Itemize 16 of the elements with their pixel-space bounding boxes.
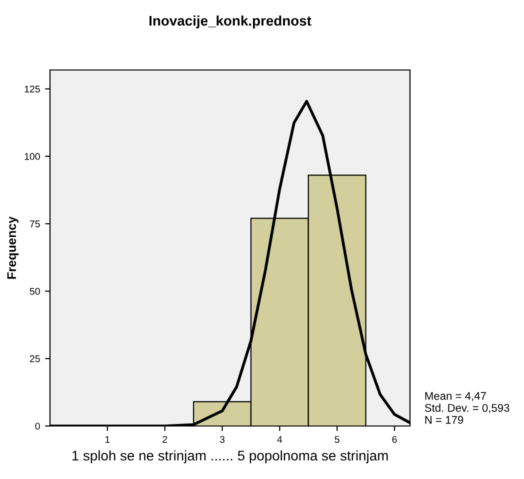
chart-title: Inovacije_konk.prednost — [150, 15, 312, 28]
x-tick-label: 4 — [277, 436, 282, 443]
y-tick-label: 25 — [30, 355, 40, 362]
y-tick-label: 75 — [30, 220, 40, 228]
y-tick-label: 50 — [30, 288, 40, 295]
y-axis-title: Frequency — [7, 216, 19, 279]
x-tick-label: 1 — [105, 436, 110, 443]
text: Mean = 4,47 Std. Dev. = 0,593 N = 179 — [424, 392, 510, 424]
x-tick-label: 3 — [220, 436, 225, 443]
y-tick-label: 125 — [24, 86, 40, 92]
x-axis-title: 1 sploh se ne strinjam ...... 5 popolnoma se strinjam — [72, 450, 388, 464]
x-tick-label: 2 — [162, 436, 168, 443]
x-tick-label: 5 — [334, 436, 340, 443]
y-tick-label: 100 — [24, 153, 40, 160]
x-tick-label: 6 — [392, 436, 397, 443]
y-tick-label: 0 — [35, 422, 40, 430]
